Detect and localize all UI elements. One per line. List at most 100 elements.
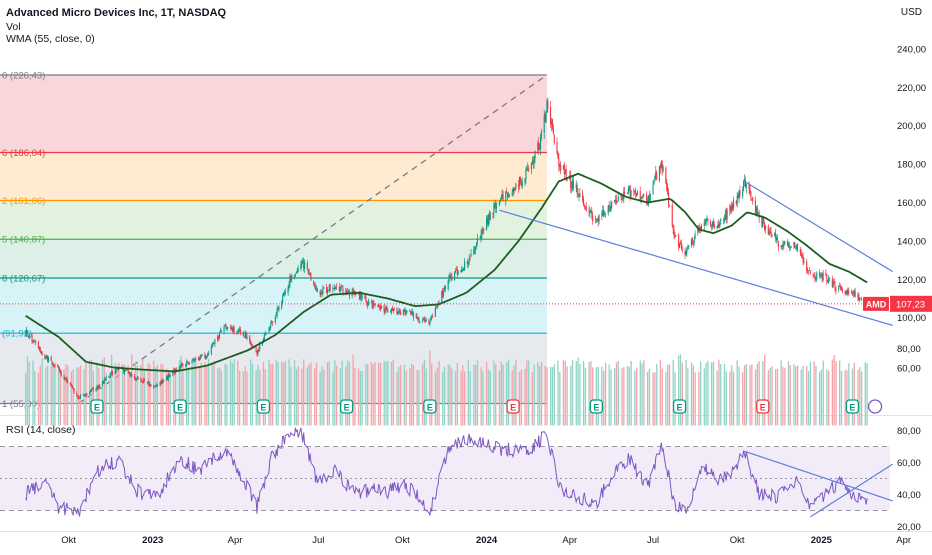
- time-axis-tick: 2025: [811, 535, 833, 546]
- volume-bar: [851, 368, 854, 426]
- earnings-marker: E: [256, 399, 271, 414]
- candle-body: [794, 243, 796, 248]
- candle-body: [790, 246, 792, 247]
- volume-bar: [315, 362, 318, 426]
- candle-body: [371, 302, 373, 309]
- candle-body: [565, 169, 567, 179]
- candle-body: [745, 183, 747, 188]
- candle-body: [762, 217, 764, 227]
- candle-body: [559, 163, 561, 167]
- candle-body: [505, 191, 507, 203]
- candle-body: [795, 247, 797, 249]
- candle-body: [524, 178, 526, 183]
- candle-body: [489, 211, 491, 221]
- volume-bar: [178, 360, 180, 426]
- volume-bar: [211, 362, 213, 426]
- candle-body: [454, 270, 457, 273]
- volume-bar: [70, 371, 73, 426]
- candle-body: [451, 275, 453, 281]
- volume-bar: [833, 355, 835, 426]
- candle-body: [206, 356, 208, 358]
- candle-body: [70, 385, 72, 387]
- candle-body: [103, 379, 105, 383]
- volume-bar: [769, 368, 771, 426]
- candle-body: [114, 371, 116, 374]
- candle-body: [604, 214, 606, 215]
- candle-body: [265, 332, 267, 334]
- volume-bar: [582, 361, 585, 426]
- candle-body: [450, 276, 452, 278]
- volume-bar: [520, 369, 523, 426]
- candle-body: [697, 228, 699, 233]
- candle-body: [652, 183, 654, 195]
- candle-body: [154, 386, 156, 388]
- candle-body: [289, 275, 291, 286]
- rsi-label[interactable]: RSI (14, close): [6, 424, 76, 436]
- chart-title[interactable]: Advanced Micro Devices Inc, 1T, NASDAQ: [6, 7, 227, 19]
- candle-body: [769, 231, 771, 232]
- volume-bar: [290, 367, 292, 426]
- volume-bar: [604, 362, 607, 426]
- candle-body: [851, 292, 853, 294]
- candle-body: [64, 378, 66, 380]
- volume-bar: [387, 361, 389, 426]
- price-trendline: [499, 209, 893, 326]
- candle-body: [576, 185, 578, 193]
- candle-body: [259, 344, 261, 350]
- volume-bar: [460, 371, 462, 426]
- volume-bar: [451, 368, 453, 426]
- candle-body: [656, 173, 658, 180]
- candle-body: [316, 289, 318, 292]
- volume-bar: [244, 366, 246, 426]
- candle-body: [847, 290, 849, 294]
- candle-body: [538, 143, 540, 151]
- candle-body: [685, 251, 687, 255]
- volume-bar: [720, 364, 722, 426]
- candle-body: [493, 204, 495, 213]
- candle-body: [560, 165, 562, 171]
- currency-label[interactable]: USD: [900, 7, 922, 18]
- volume-bar: [476, 360, 479, 426]
- candle-body: [512, 189, 514, 192]
- volume-bar: [526, 360, 528, 426]
- candle-body: [416, 316, 418, 319]
- candle-body: [476, 238, 478, 243]
- candle-body: [608, 205, 610, 210]
- volume-bar: [398, 367, 400, 426]
- candle-body: [309, 273, 311, 275]
- candle-body: [282, 293, 285, 296]
- candle-body: [838, 286, 840, 291]
- candle-body: [653, 182, 655, 184]
- candle-body: [447, 280, 449, 290]
- candle-body: [615, 199, 618, 203]
- volume-bar: [173, 369, 175, 426]
- earnings-marker: E: [845, 399, 860, 414]
- volume-bar: [498, 370, 501, 426]
- candle-body: [671, 204, 673, 226]
- volume-bar: [361, 370, 363, 426]
- candle-body: [178, 367, 180, 372]
- wma-label[interactable]: WMA (55, close, 0): [6, 33, 95, 45]
- candle-body: [102, 381, 104, 383]
- candle-body: [73, 388, 75, 393]
- earnings-letter: E: [760, 403, 766, 413]
- candle-body: [575, 184, 577, 189]
- candle-body: [648, 196, 650, 201]
- candle-body: [329, 284, 331, 291]
- candle-body: [812, 274, 814, 276]
- candle-body: [367, 303, 369, 306]
- candle-body: [703, 222, 705, 226]
- volume-label[interactable]: Vol: [6, 21, 21, 33]
- volume-bar: [840, 370, 843, 426]
- time-axis-tick: Okt: [61, 535, 76, 546]
- candle-body: [391, 308, 393, 311]
- candle-body: [827, 282, 829, 283]
- volume-bar: [204, 361, 206, 426]
- candle-body: [207, 354, 209, 357]
- fib-level-label: 1 (55,30): [2, 399, 40, 410]
- candle-body: [602, 210, 604, 217]
- candle-body: [38, 347, 40, 350]
- candle-body: [211, 344, 213, 348]
- volume-bar: [160, 363, 162, 426]
